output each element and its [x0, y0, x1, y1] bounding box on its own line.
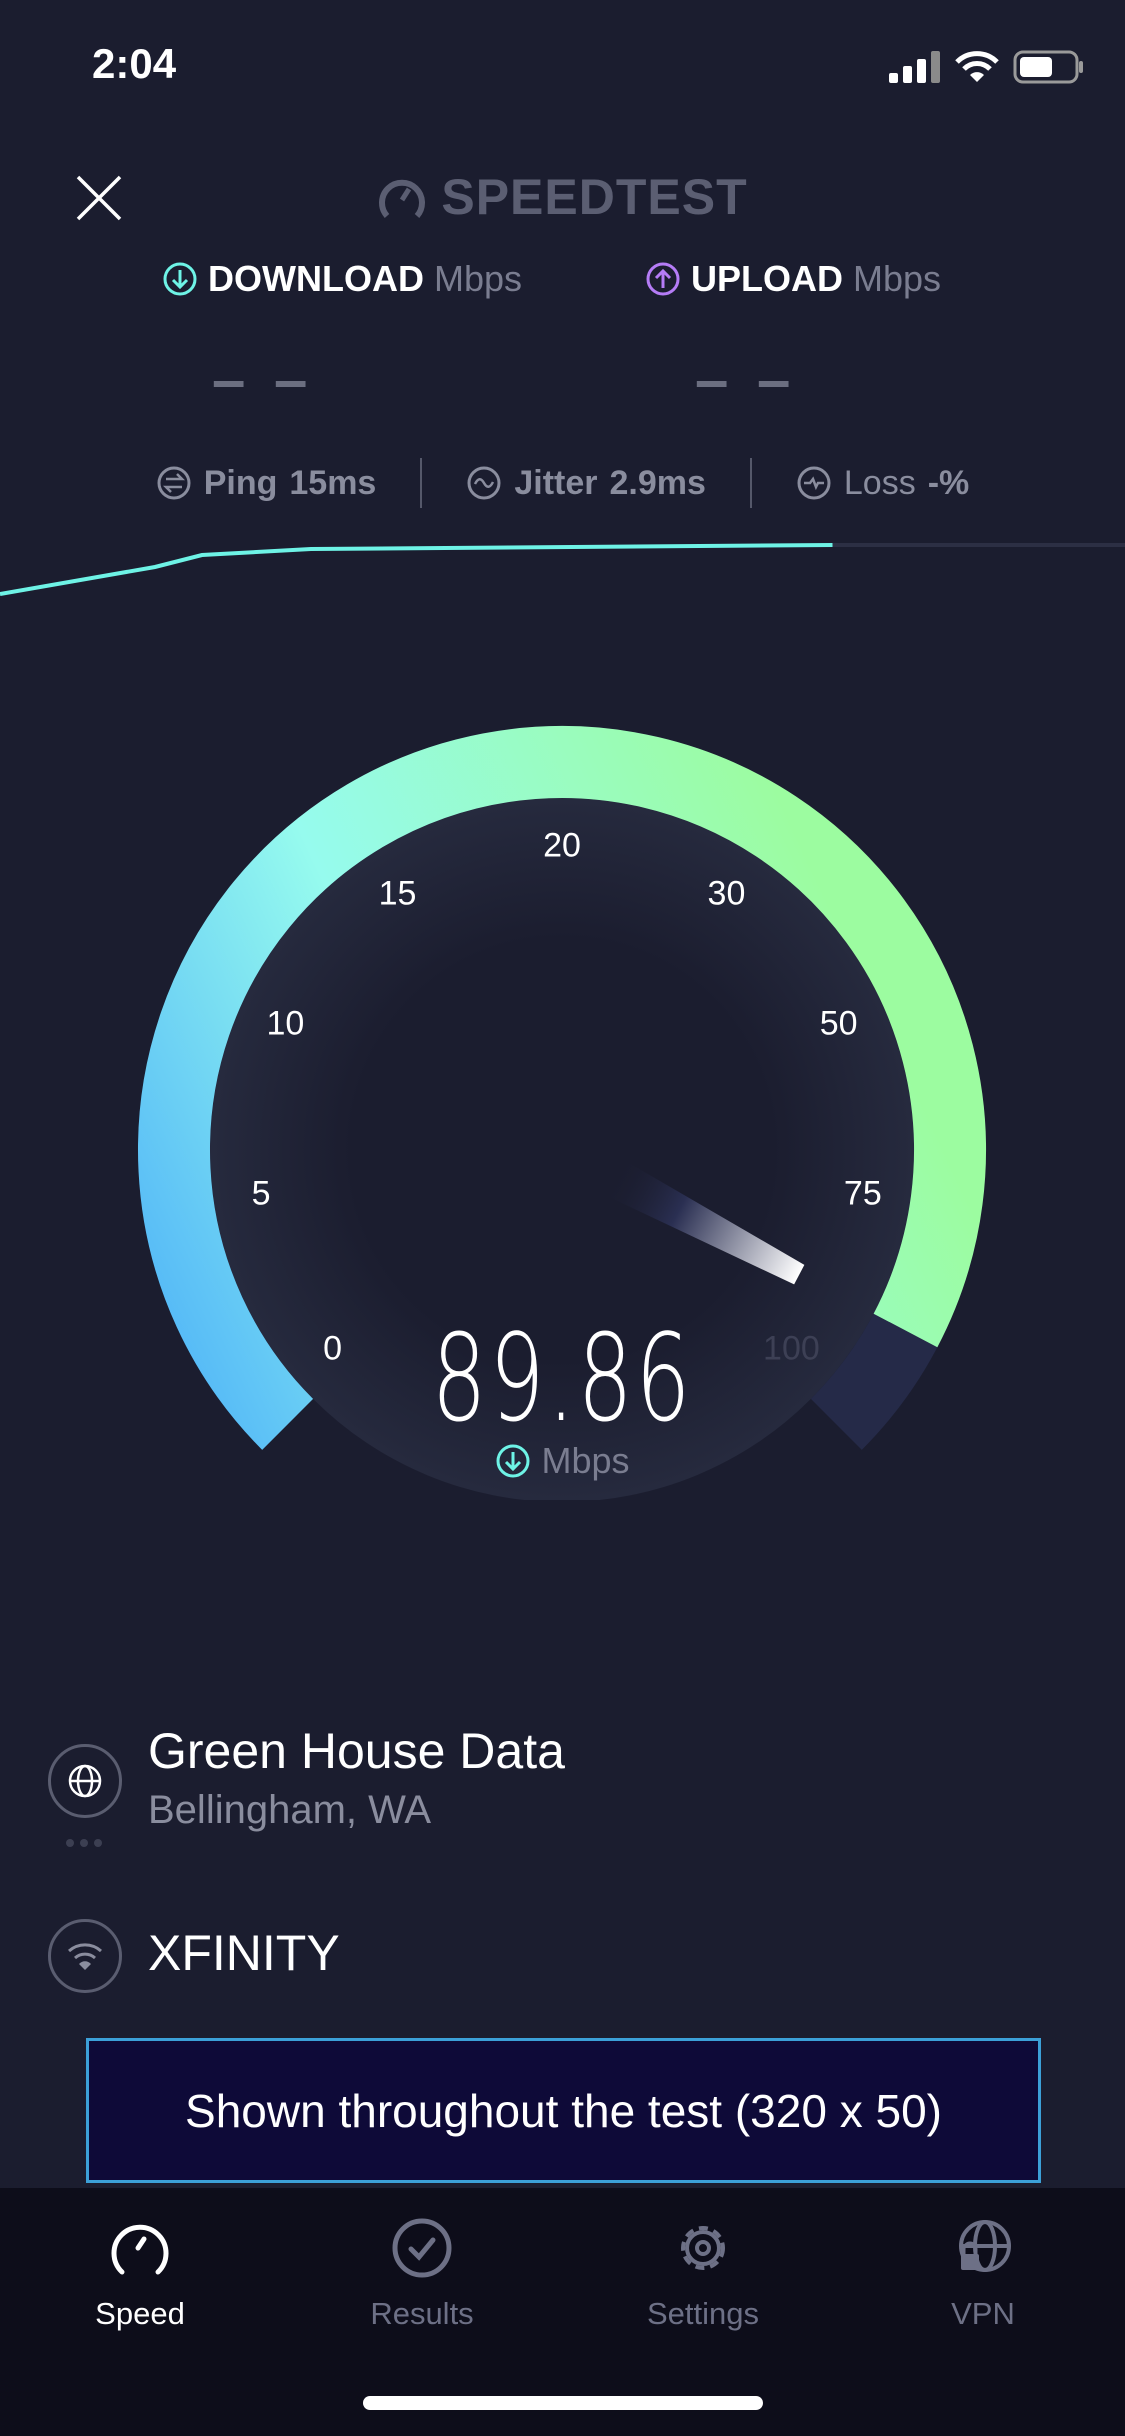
home-indicator[interactable] — [363, 2396, 763, 2410]
gauge-tick-label: 10 — [266, 1004, 305, 1043]
graph-line — [0, 543, 833, 596]
speed-gauge — [138, 726, 986, 1500]
tab-results[interactable]: Results — [312, 2218, 532, 2332]
globe-icon — [68, 1764, 102, 1798]
upload-header: UPLOAD Mbps — [645, 258, 941, 300]
gauge-tick-label: 5 — [251, 1174, 271, 1213]
jitter-icon — [467, 466, 501, 500]
gauge-tick-label: 30 — [707, 874, 746, 913]
tab-speed[interactable]: Speed — [30, 2218, 250, 2332]
upload-icon — [646, 262, 680, 296]
status-icons — [889, 50, 1085, 84]
speed-unit: Mbps — [0, 1440, 1125, 1482]
loss-icon — [797, 466, 831, 500]
wifi-icon — [955, 51, 999, 82]
speedometer-logo-icon — [379, 179, 426, 218]
gauge-needle — [604, 1159, 805, 1285]
gauge-tick-label: 15 — [378, 874, 417, 913]
current-speed: 89.86 — [431, 1310, 694, 1449]
vpn-globe-lock-icon — [959, 2220, 1011, 2272]
speedtest-logo: SPEEDTEST — [0, 168, 1125, 226]
loss-metric: Loss -% — [752, 464, 1013, 503]
speedometer-icon — [111, 2224, 169, 2275]
tab-settings[interactable]: Settings — [593, 2218, 813, 2332]
close-icon[interactable] — [74, 173, 124, 223]
battery-icon — [1013, 50, 1083, 84]
gauge-tick-label: 0 — [323, 1329, 343, 1368]
download-header: DOWNLOAD Mbps — [162, 258, 522, 300]
server-button[interactable] — [48, 1744, 122, 1818]
wifi-icon — [68, 1943, 102, 1970]
gauge-fill — [138, 726, 986, 1450]
upload-value: – – — [695, 346, 797, 413]
server-location: Bellingham, WA — [148, 1788, 432, 1832]
speed-graph — [0, 543, 1125, 596]
gauge-tick-label: 50 — [819, 1004, 858, 1043]
gauge-tick-label: 100 — [763, 1329, 820, 1368]
more-dots-icon — [66, 1839, 102, 1847]
jitter-metric: Jitter 2.9ms — [422, 464, 750, 503]
ping-metric: Ping 15ms — [112, 464, 421, 503]
tab-vpn[interactable]: VPN — [873, 2218, 1093, 2332]
download-icon — [496, 1444, 530, 1478]
download-value: – – — [212, 346, 314, 413]
status-time: 2:04 — [92, 40, 177, 87]
divider — [420, 458, 423, 508]
gear-icon — [681, 2226, 725, 2270]
latency-metrics: Ping 15ms Jitter 2.9ms Loss -% — [0, 458, 1125, 508]
gauge-tick-label: 20 — [543, 826, 581, 865]
ping-icon — [157, 466, 191, 500]
download-icon — [163, 262, 197, 296]
gauge-dial — [210, 798, 914, 1500]
ad-banner[interactable]: Shown throughout the test (320 x 50) — [86, 2038, 1041, 2183]
network-name: XFINITY — [148, 1925, 340, 1981]
cellular-signal-icon — [889, 51, 940, 83]
tab-bar: Speed Results Settings VPN — [0, 2188, 1125, 2436]
check-circle-icon — [392, 2218, 452, 2278]
network-indicator — [48, 1919, 122, 1993]
divider — [749, 458, 752, 508]
server-name[interactable]: Green House Data — [148, 1723, 565, 1779]
gauge-tick-label: 75 — [843, 1174, 882, 1213]
